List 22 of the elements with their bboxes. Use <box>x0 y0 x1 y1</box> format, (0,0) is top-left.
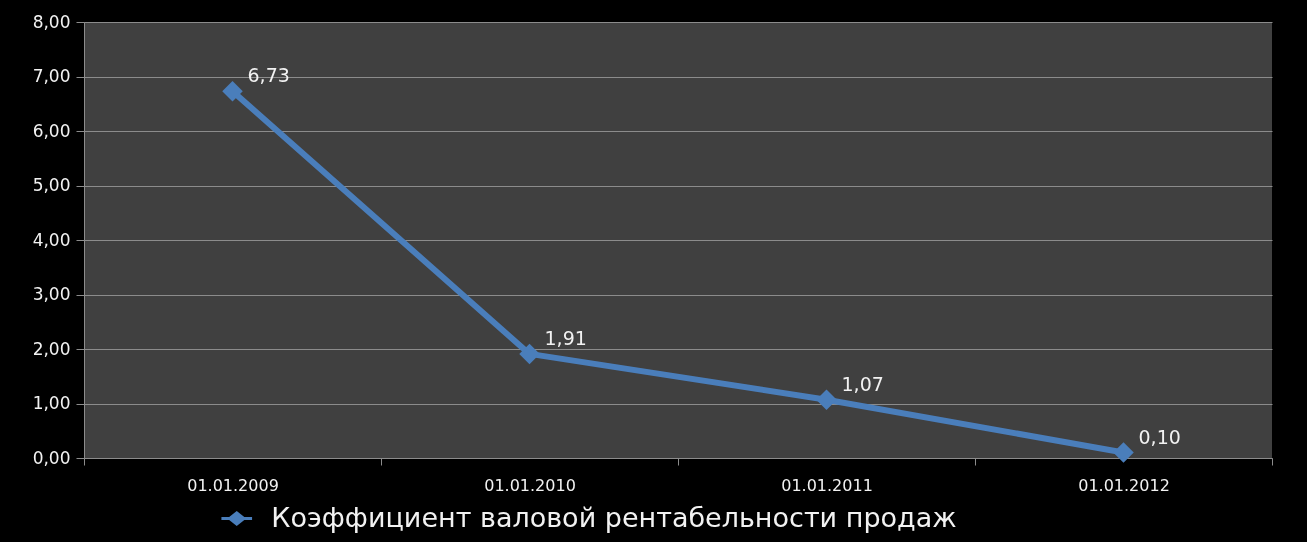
data-label: 0,10 <box>1138 425 1181 448</box>
x-tick-label: 01.01.2010 <box>484 475 576 495</box>
y-tick-label: 6,00 <box>32 120 71 141</box>
y-tick-label: 8,00 <box>32 11 71 32</box>
y-tick-label: 7,00 <box>32 66 71 86</box>
y-tick-label: 2,00 <box>32 338 71 359</box>
data-label: 6,73 <box>247 64 290 87</box>
point <box>816 389 837 410</box>
point <box>222 80 243 102</box>
point <box>1113 442 1134 463</box>
y-tick-label: 5,00 <box>32 175 71 195</box>
point <box>519 343 540 365</box>
legend-label: Коэффициент валовой рентабельности продаж <box>271 501 957 533</box>
x-tick-label: 01.01.2012 <box>1078 475 1170 495</box>
x-tick-label: 01.01.2009 <box>187 475 279 495</box>
y-tick-label: 0,00 <box>32 447 71 468</box>
data-label: 1,07 <box>841 372 884 395</box>
y-tick-label: 4,00 <box>32 229 71 250</box>
data-label: 1,91 <box>544 326 587 349</box>
y-tick-label: 3,00 <box>32 284 71 304</box>
x-tick-label: 01.01.2011 <box>781 475 873 495</box>
y-tick-label: 1,00 <box>32 393 71 413</box>
